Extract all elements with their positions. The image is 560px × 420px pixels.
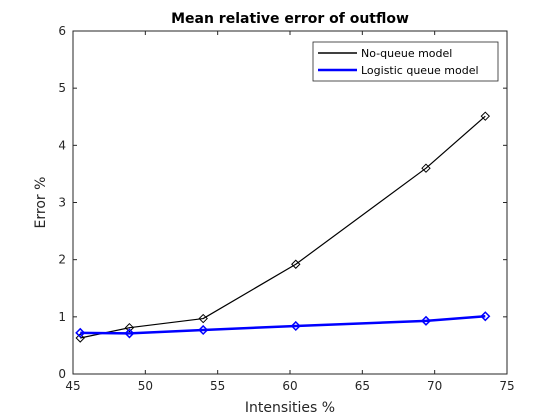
y-tick-label: 6 (58, 24, 66, 38)
data-point-series-0 (124, 322, 135, 333)
data-point-series-0 (480, 111, 491, 121)
data-point-series-0 (421, 163, 431, 173)
data-point-series-1 (75, 327, 86, 338)
data-point-series-0 (198, 313, 208, 324)
data-point-series-1 (480, 311, 491, 322)
x-tick-label: 60 (282, 379, 297, 393)
y-tick-label: 3 (58, 196, 66, 210)
legend-label-logistic-queue: Logistic queue model (361, 64, 479, 77)
y-tick-label: 4 (58, 138, 66, 152)
legend: No-queue model Logistic queue model (312, 41, 499, 82)
x-tick-label: 75 (499, 379, 514, 393)
x-tick-label: 50 (138, 379, 153, 393)
x-tick-label: 45 (65, 379, 80, 393)
x-axis-title: Intensities % (245, 400, 335, 416)
data-point-series-1 (124, 328, 135, 339)
plot-area (72, 30, 508, 375)
data-point-series-1 (198, 324, 209, 336)
x-tick-label: 55 (210, 379, 225, 393)
legend-label-no-queue: No-queue model (361, 47, 452, 60)
x-tick-label: 65 (355, 379, 370, 393)
data-point-series-0 (75, 333, 85, 343)
y-tick-label: 5 (58, 81, 66, 95)
series-layer (75, 111, 491, 343)
data-point-series-1 (290, 320, 301, 332)
y-tick-label: 1 (58, 310, 66, 324)
data-point-series-0 (291, 259, 301, 269)
data-point-series-1 (420, 315, 432, 326)
y-axis-title: Error % (33, 177, 49, 229)
series-line-1 (80, 315, 486, 335)
y-tick-label: 2 (58, 253, 66, 267)
series-line-0 (80, 115, 486, 339)
y-tick-label: 0 (58, 367, 66, 381)
x-tick-label: 70 (427, 379, 442, 393)
legend-box (312, 41, 499, 82)
chart-title: Mean relative error of outflow (171, 11, 409, 27)
